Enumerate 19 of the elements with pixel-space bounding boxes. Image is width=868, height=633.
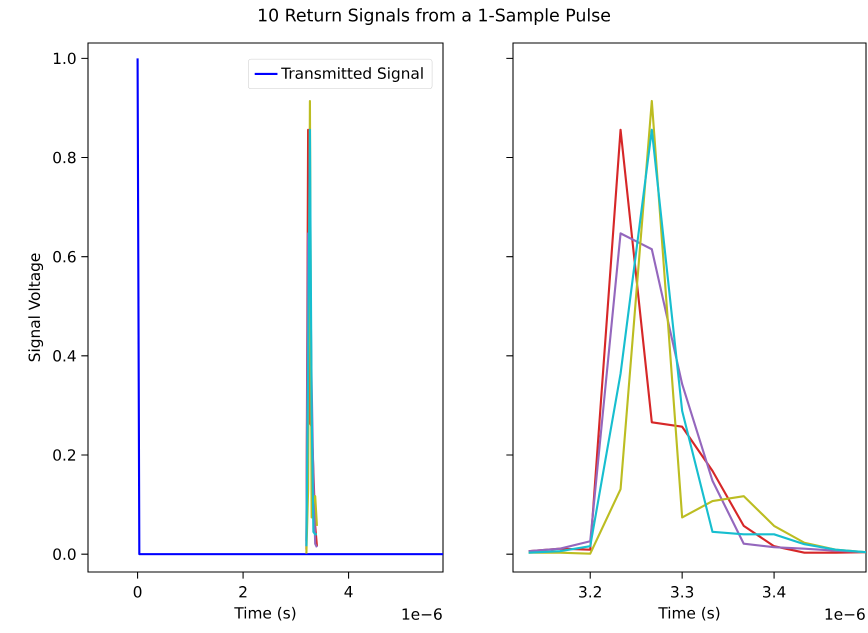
x-tick-label: 3.3 [671,586,694,598]
text: 1e−6 [826,608,865,620]
y-tick-label: 0.0 [53,548,76,560]
x-tick-label: 3.2 [579,586,601,598]
x-tick-label: 4 [344,586,353,598]
x-tick-label: 2 [239,586,246,598]
y-tick-label: 0.8 [53,152,76,164]
x-axis-title: Time (s) [234,606,296,620]
y-tick-label: 0.4 [53,350,76,362]
y-tick-label: 1.0 [54,52,76,64]
y-axis-title: Signal Voltage [28,254,44,362]
y-tick-label: 0.2 [53,449,76,461]
y-tick-label: 0.6 [53,250,76,262]
x-tick-label: 3.4 [763,586,786,598]
x-axis-title: Time (s) [658,606,720,620]
chart-title: 10 Return Signals from a 1-Sample Pulse [258,8,610,25]
text: 1e−6 [402,608,442,620]
x-tick-label: 0 [134,586,142,598]
legend-label: Transmitted Signal [281,67,423,82]
